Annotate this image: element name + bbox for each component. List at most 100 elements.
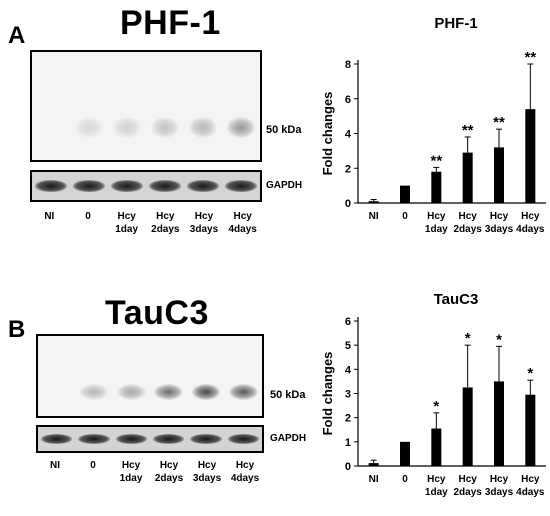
significance-marker: ** [462,122,474,139]
significance-marker: * [433,398,439,415]
x-tick-label: Hcy [490,474,509,485]
blot-band [36,116,66,139]
gapdh-band [187,180,219,192]
blot-band [112,116,142,139]
lane-label: Hcy 2days [154,460,184,484]
panel-letter-b: B [8,316,26,343]
bar [368,201,379,203]
y-axis-label: Fold changes [320,352,335,436]
x-tick-label: Hcy [427,474,446,485]
bar [493,381,505,466]
lane-label: 0 [85,211,91,222]
lane-label: Hcy 1day [119,460,143,484]
y-tick-label: 5 [345,340,351,352]
y-tick-label: 8 [345,59,351,71]
blot-band [79,384,109,400]
lane-label: Hcy 3days [192,460,222,484]
bar-chart-phf1: PHF-1 Fold changes 0 2 4 6 8 NI 0 ** Hcy 1day ** Hcy 2… [320,15,546,235]
gapdh-band [35,180,67,192]
y-tick-label: 4 [345,129,352,141]
y-tick-label: 6 [345,316,351,328]
gapdh-band [152,434,185,444]
x-tick-label: Hcy [458,474,477,485]
x-tick-label: NI [369,211,379,222]
gapdh-blot-b [36,425,264,453]
x-tick-label: NI [369,474,379,485]
gapdh-label-b: GAPDH [270,433,307,444]
marker-label-50kda: 50 kDa [270,389,306,401]
western-blot-phf1 [30,50,262,162]
blot-band [150,116,180,139]
gapdh-band [149,180,181,192]
lane-label: NI [50,460,60,471]
lane-label: 0 [90,460,96,471]
chart-title: PHF-1 [434,15,477,32]
gapdh-band [40,434,73,444]
significance-marker: * [496,331,502,348]
x-tick-label: Hcy [521,211,540,222]
y-tick-label: 1 [345,437,351,449]
x-tick-label: 1day [425,487,448,498]
lane-label: Hcy 1day [115,211,139,235]
x-tick-label: 2days [453,487,482,498]
chart-title: TauC3 [434,291,479,308]
y-tick-label: 0 [345,198,351,210]
blot-band [226,116,256,139]
y-tick-label: 2 [345,163,351,175]
lane-label: Hcy 2days [151,211,180,235]
panel-letter-a: A [8,22,26,49]
bar [525,109,536,203]
x-tick-label: 0 [402,211,408,222]
lane-label: NI [44,211,55,222]
gapdh-band [111,180,143,192]
western-blot-tauc3 [36,334,264,418]
x-tick-label: Hcy [427,211,446,222]
marker-label-50kda: 50 kDa [266,124,302,136]
x-tick-label: 4days [516,224,545,235]
y-axis-label: Fold changes [320,92,335,176]
lane-label: Hcy 4days [230,460,260,484]
lane-label: Hcy 3days [189,211,219,235]
bar [493,147,505,203]
blot-band [117,384,146,400]
bar [399,185,411,203]
y-tick-label: 2 [345,413,351,425]
y-tick-label: 0 [345,461,351,473]
bar [431,171,442,203]
y-tick-label: 4 [345,364,352,376]
significance-marker: ** [493,114,505,131]
gapdh-band [227,434,259,444]
blot-band [191,384,221,400]
x-tick-label: 0 [402,474,408,485]
bar [462,387,473,466]
y-tick-label: 6 [345,94,351,106]
gapdh-band [225,180,257,192]
x-tick-label: 2days [453,224,482,235]
bar [462,152,473,203]
lane-labels-b: NI 0 Hcy 1day Hcy 2days Hcy 3days Hcy 4days [36,459,264,489]
gapdh-band [190,434,222,444]
gapdh-blot-a [30,170,262,202]
gapdh-band [115,434,147,444]
x-tick-label: Hcy [521,474,540,485]
x-tick-label: 3days [485,487,514,498]
blot-title-tauc3: TauC3 [105,294,209,332]
bar [525,394,536,466]
blot-band [74,116,104,139]
blot-band [188,116,218,139]
gapdh-band [78,434,110,444]
lane-label: Hcy 4days [228,211,257,235]
y-tick-label: 3 [345,389,351,401]
blot-band [42,384,71,400]
lane-labels-a: NI 0 Hcy 1day Hcy 2days Hcy 3days Hcy 4days [30,210,262,240]
x-tick-label: Hcy [490,211,509,222]
x-tick-label: Hcy [458,211,477,222]
x-tick-label: 4days [516,487,545,498]
significance-marker: ** [524,49,536,66]
bar [368,463,379,466]
blot-band [154,384,183,400]
gapdh-band [73,180,105,192]
significance-marker: * [465,330,471,347]
bar-chart-tauc3: TauC3 Fold changes 0 1 2 3 4 5 6 NI 0 * Hcy 1day * Hcy 2… [320,291,546,498]
significance-marker: * [527,365,533,382]
